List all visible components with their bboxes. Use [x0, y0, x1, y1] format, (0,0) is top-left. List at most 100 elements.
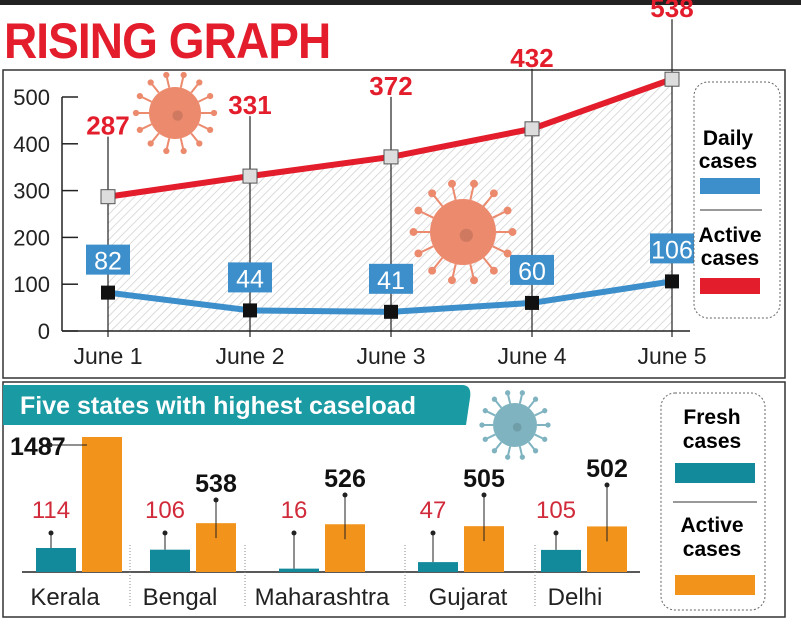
fresh-bar — [36, 548, 76, 572]
title-banner — [3, 385, 471, 425]
x-tick-label: June 3 — [356, 343, 425, 369]
virus-icon-spike-tip — [414, 206, 423, 215]
virus-icon-spike-tip — [180, 71, 187, 79]
virus-icon-spike-tip — [479, 422, 485, 428]
virus-icon-spike-tip — [207, 92, 214, 100]
virus-icon-spike-tip — [532, 396, 539, 402]
fresh-data-label: 47 — [420, 497, 447, 524]
legend-swatch-active — [675, 575, 755, 595]
active-point — [242, 168, 258, 184]
virus-icon-spike — [485, 433, 496, 440]
virus-icon-spike — [527, 441, 536, 451]
active-data-label: 1487 — [10, 433, 66, 461]
virus-icon-spike — [492, 210, 507, 219]
legend-label: Active — [680, 514, 743, 537]
fresh-bar — [418, 562, 458, 572]
bar-chart-frame — [2, 381, 786, 618]
active-point — [383, 149, 399, 165]
legend-label: Fresh — [683, 406, 740, 429]
virus-icon — [493, 403, 537, 447]
daily-point — [101, 285, 115, 300]
virus-icon-spike-tip — [542, 408, 548, 414]
daily-label-box — [86, 244, 130, 275]
virus-icon-spike — [494, 441, 503, 451]
virus-icon-spike-tip — [163, 71, 170, 79]
y-tick-label: 0 — [38, 319, 50, 344]
page-title: RISING GRAPH — [4, 13, 331, 69]
fresh-leader-dot — [430, 530, 436, 536]
virus-icon-spike — [469, 263, 475, 279]
virus-icon-spike — [150, 82, 160, 94]
x-tick-label: June 5 — [637, 343, 706, 369]
virus-icon-spike-tip — [508, 228, 517, 236]
virus-icon-spike-tip — [136, 92, 143, 100]
virus-icon-spike-tip — [545, 422, 551, 428]
virus-icon-spike-tip — [163, 147, 170, 155]
virus-icon-spike-tip — [210, 109, 218, 117]
virus-icon-spike — [534, 410, 545, 417]
active-data-label: 432 — [510, 43, 553, 73]
daily-point — [525, 295, 539, 310]
virus-icon-spike-tip — [489, 266, 498, 275]
daily-point — [384, 304, 398, 319]
fresh-bar — [150, 549, 190, 572]
virus-icon-spot — [459, 228, 473, 242]
fresh-data-label: 114 — [32, 497, 70, 524]
daily-point — [665, 274, 679, 289]
daily-point — [243, 303, 257, 318]
y-tick-label: 500 — [13, 85, 50, 110]
active-leader-dot — [604, 482, 610, 488]
active-point — [524, 121, 540, 137]
active-data-label: 502 — [586, 455, 628, 483]
virus-icon-spike — [534, 433, 545, 440]
virus-icon-spike — [190, 132, 200, 144]
active-leader-dot — [47, 442, 53, 448]
virus-icon-spike — [432, 257, 444, 271]
fresh-leader-dot — [291, 530, 297, 536]
virus-icon-spike-tip — [207, 126, 214, 134]
daily-data-label: 41 — [377, 267, 405, 295]
legend-swatch-active — [700, 278, 760, 294]
virus-icon-spike — [494, 399, 503, 409]
active-leader-dot — [213, 497, 219, 503]
daily-label-box — [510, 254, 554, 285]
virus-icon-spike — [527, 399, 536, 409]
legend-label: cases — [683, 430, 741, 453]
fresh-leader-dot — [48, 530, 54, 536]
virus-icon-spike — [469, 185, 475, 201]
virus-icon-spike-tip — [147, 140, 154, 147]
active-data-label: 372 — [369, 71, 412, 101]
virus-icon-spike — [179, 76, 185, 88]
daily-data-label: 106 — [651, 236, 693, 264]
legend-label: cases — [701, 247, 759, 270]
virus-icon-spike — [179, 138, 185, 150]
legend-label: cases — [699, 150, 757, 173]
x-tick-label: June 4 — [497, 343, 566, 369]
fresh-data-label: 106 — [145, 497, 185, 524]
virus-icon-spike — [140, 95, 153, 103]
state-label: Delhi — [548, 584, 603, 611]
virus-icon-spike-tip — [482, 436, 488, 442]
daily-data-label: 60 — [518, 258, 546, 286]
active-leader-dot — [342, 492, 348, 498]
virus-icon-spike — [165, 76, 171, 88]
y-tick-label: 200 — [13, 225, 50, 250]
virus-icon-spike-tip — [196, 140, 203, 147]
bar-chart-title: Five states with highest caseload — [20, 392, 416, 420]
top-rule — [0, 0, 801, 5]
virus-icon-spike-tip — [519, 390, 525, 396]
virus-icon-spike-tip — [503, 249, 512, 258]
fresh-leader-dot — [553, 530, 559, 536]
virus-icon-spike — [492, 245, 507, 254]
active-bar — [82, 437, 122, 572]
virus-icon-spike-tip — [503, 206, 512, 215]
daily-data-label: 82 — [94, 248, 122, 276]
virus-icon-spike — [432, 193, 444, 207]
daily-data-label: 44 — [236, 265, 264, 293]
virus-icon-spike-tip — [448, 179, 456, 188]
daily-label-box — [650, 233, 694, 264]
virus-icon-spike — [482, 193, 494, 207]
y-tick-label: 300 — [13, 179, 50, 204]
virus-icon-spike-tip — [491, 396, 498, 402]
